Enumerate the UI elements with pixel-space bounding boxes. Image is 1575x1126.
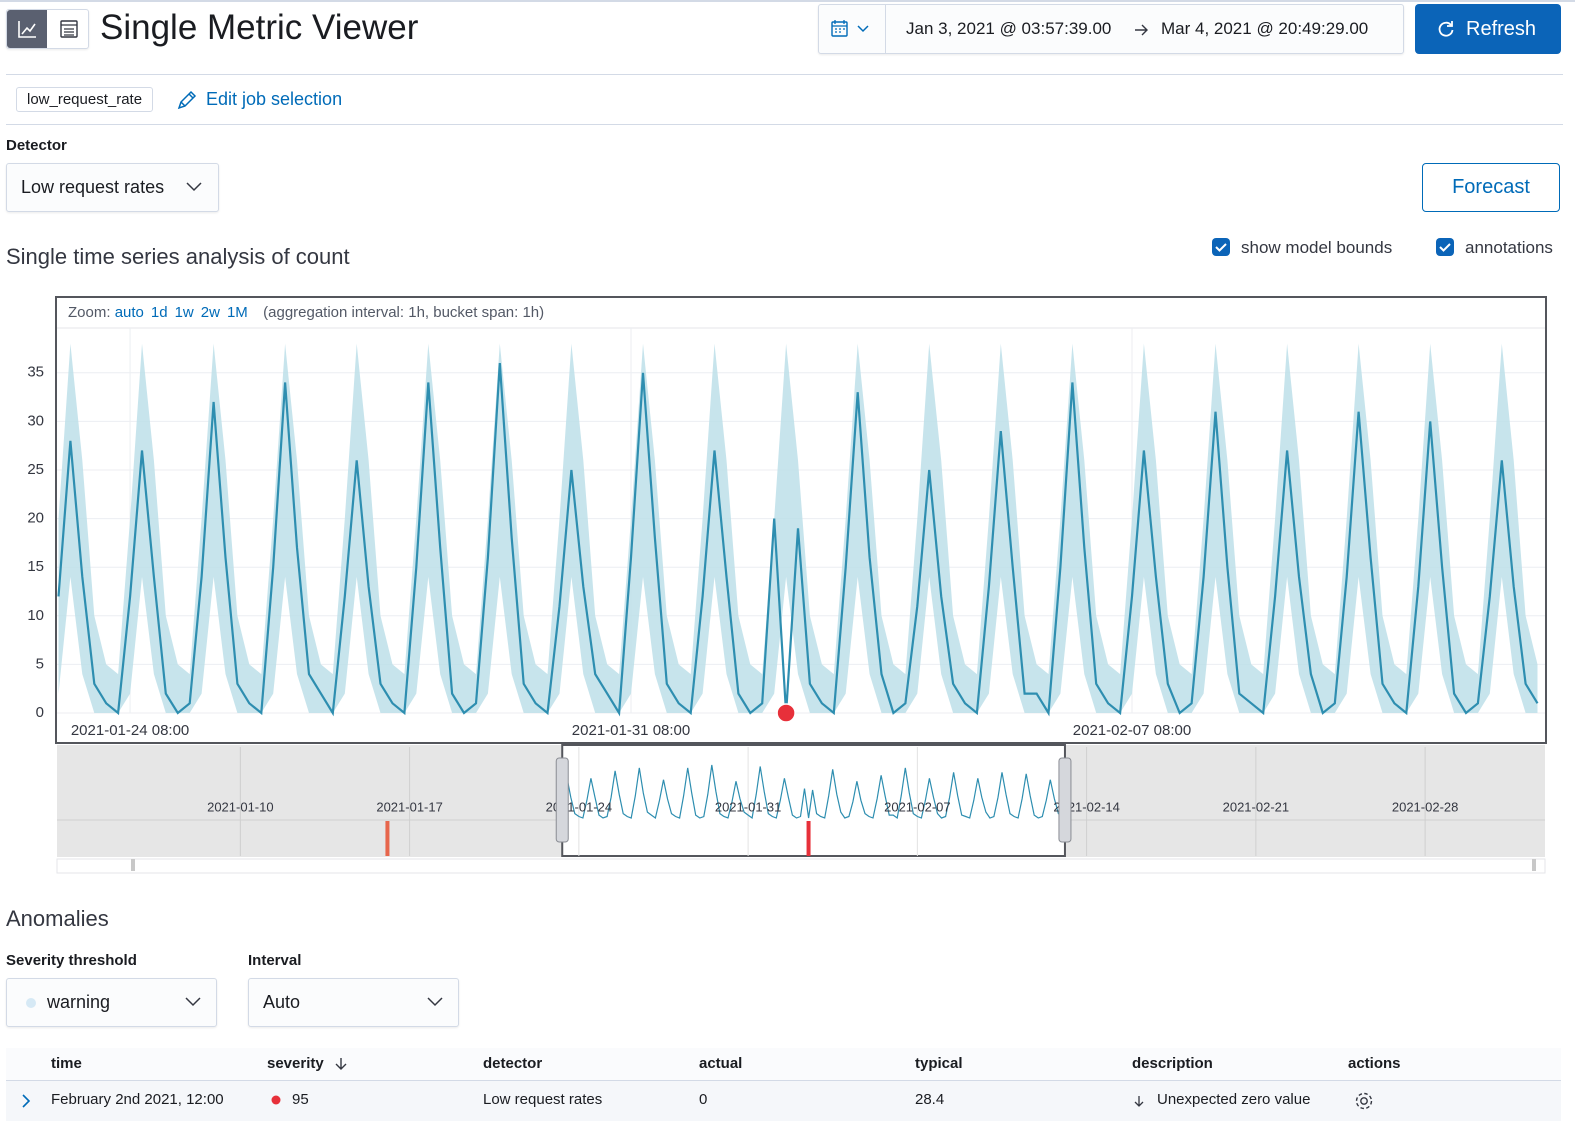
overview-tick-label: 2021-02-07	[884, 799, 951, 814]
annotations-toggle[interactable]: annotations	[1465, 238, 1553, 258]
y-tick-label: 25	[27, 461, 44, 478]
y-tick-label: 35	[27, 364, 44, 381]
expand-icon[interactable]	[18, 1092, 34, 1110]
zoom-options: auto 1d 1w 2w 1M	[115, 304, 255, 321]
overview-tick-label: 2021-01-31	[715, 799, 782, 814]
interval-value: Auto	[263, 992, 300, 1013]
severity-value: warning	[47, 992, 110, 1013]
anomalies-title: Anomalies	[6, 906, 109, 932]
detector-select[interactable]: Low request rates	[6, 163, 219, 212]
severity-label: Severity threshold	[6, 952, 137, 969]
forecast-label: Forecast	[1452, 176, 1530, 199]
table-header	[6, 1048, 1561, 1081]
column-header: description	[1132, 1055, 1213, 1072]
checkbox[interactable]	[1211, 237, 1231, 257]
end-date[interactable]: Mar 4, 2021 @ 20:49:29.00	[1161, 19, 1368, 39]
column-header: detector	[483, 1055, 542, 1072]
column-header: actions	[1348, 1055, 1401, 1072]
zoom-bar: Zoom: auto 1d 1w 2w 1M (aggregation interval…	[68, 304, 544, 321]
severity-dot	[270, 1094, 282, 1106]
model-bounds-toggle[interactable]: show model bounds	[1241, 238, 1392, 258]
table-cell: 28.4	[915, 1091, 944, 1108]
table-cell: Low request rates	[483, 1091, 602, 1108]
overview-tick-label: 2021-01-17	[376, 799, 443, 814]
chevron	[184, 995, 202, 1009]
chart-icon	[7, 10, 47, 48]
column-header: actual	[699, 1055, 742, 1072]
table-row	[6, 1081, 1561, 1121]
date-picker: Jan 3, 2021 @ 03:57:39.00 Mar 4, 2021 @ …	[818, 4, 1404, 54]
swimlane-marker	[807, 821, 811, 856]
pencil-icon	[176, 89, 198, 111]
refresh-button[interactable]: Refresh	[1415, 4, 1561, 54]
y-tick-label: 5	[36, 655, 44, 672]
down-arrow-icon	[1132, 1094, 1146, 1108]
table-cell: Unexpected zero value	[1157, 1091, 1310, 1108]
severity-dot	[21, 993, 41, 1013]
table-cell: February 2nd 2021, 12:00	[51, 1091, 224, 1108]
chevron	[185, 180, 203, 194]
quick-menu[interactable]	[819, 5, 886, 53]
overview-tick-label: 2021-02-28	[1392, 799, 1459, 814]
calendar-icon	[819, 5, 885, 53]
y-tick-label: 10	[27, 607, 44, 624]
checkbox[interactable]	[1435, 237, 1455, 257]
chart-title: Single time series analysis of count	[6, 244, 350, 269]
detector-value: Low request rates	[21, 177, 164, 198]
brush-window	[562, 745, 1065, 856]
zoom-note: (aggregation interval: 1h, bucket span: …	[263, 304, 544, 321]
zoom-option[interactable]: 1d	[151, 304, 168, 321]
table-view-button[interactable]	[49, 10, 89, 48]
scroll-handle[interactable]	[131, 859, 135, 871]
arrow-icon	[1133, 22, 1151, 38]
sort-icon[interactable]	[334, 1056, 348, 1072]
overview-tick-label: 2021-01-24	[546, 799, 613, 814]
scroll-handle[interactable]	[1532, 859, 1536, 871]
page-title: Single Metric Viewer	[100, 8, 418, 48]
divider	[6, 124, 1563, 125]
brush-handle[interactable]	[556, 758, 568, 842]
x-tick-label: 2021-01-31 08:00	[572, 722, 690, 739]
top-border	[0, 0, 1575, 2]
table-cell: 95	[292, 1091, 309, 1108]
refresh-icon	[1437, 20, 1455, 38]
column-header: typical	[915, 1055, 963, 1072]
zoom-option[interactable]: 1M	[227, 304, 248, 321]
interval-label: Interval	[248, 952, 301, 969]
swimlane-marker	[385, 821, 389, 856]
actions-icon[interactable]	[1353, 1090, 1375, 1112]
chevron	[426, 995, 444, 1009]
job-badge: low_request_rate	[16, 87, 153, 112]
column-header: time	[51, 1055, 82, 1072]
view-toggle	[6, 9, 89, 49]
zoom-option[interactable]: auto	[115, 304, 144, 321]
divider	[6, 74, 1563, 75]
severity-select[interactable]: warning	[6, 978, 217, 1027]
column-header[interactable]: severity	[267, 1055, 324, 1072]
y-tick-label: 15	[27, 558, 44, 575]
start-date[interactable]: Jan 3, 2021 @ 03:57:39.00	[906, 19, 1111, 39]
detector-label: Detector	[6, 137, 67, 154]
anomaly-marker	[777, 704, 795, 722]
overview-tick-label: 2021-02-21	[1223, 799, 1290, 814]
x-tick-label: 2021-01-24 08:00	[71, 722, 189, 739]
chart-view-button[interactable]	[7, 10, 47, 48]
edit-job-link[interactable]: Edit job selection	[206, 89, 342, 110]
x-tick-label: 2021-02-07 08:00	[1073, 722, 1191, 739]
interval-select[interactable]: Auto	[248, 978, 459, 1027]
y-tick-label: 0	[36, 704, 44, 721]
overview-tick-label: 2021-01-10	[207, 799, 274, 814]
brush-handle[interactable]	[1059, 758, 1071, 842]
forecast-button[interactable]: Forecast	[1422, 163, 1560, 212]
y-tick-label: 20	[27, 510, 44, 527]
zoom-option[interactable]: 1w	[175, 304, 194, 321]
refresh-label: Refresh	[1466, 18, 1536, 41]
zoom-label: Zoom:	[68, 304, 111, 321]
table-cell: 0	[699, 1091, 707, 1108]
overview-scrollbar	[57, 859, 1545, 873]
zoom-option[interactable]: 2w	[201, 304, 220, 321]
y-tick-label: 30	[27, 412, 44, 429]
